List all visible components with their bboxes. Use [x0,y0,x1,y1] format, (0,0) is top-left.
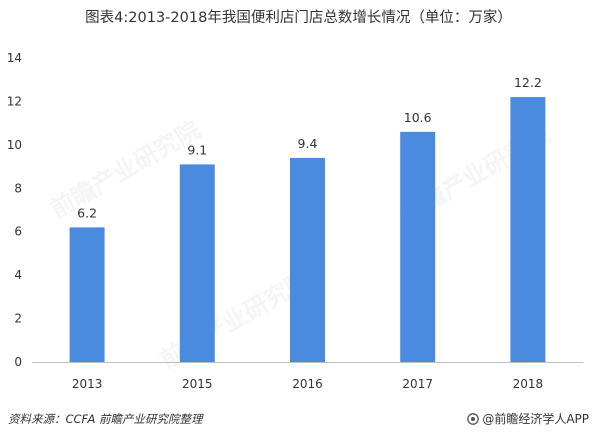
y-tick-label: 12 [7,94,22,108]
bar-value-label-2016: 9.4 [298,136,318,151]
y-axis-ticks: 0 2 4 6 8 10 12 14 [7,51,22,369]
brand-credit: @前瞻经济学人APP [467,410,589,427]
bars [69,97,546,362]
x-tick-label-2017: 2017 [402,377,433,391]
bar-2013 [69,227,105,362]
x-tick-label-2018: 2018 [513,377,544,391]
bar-value-label-2017: 10.6 [404,110,432,125]
bar-2016 [290,157,325,362]
bar-2015 [179,164,215,362]
y-tick-label: 0 [14,355,22,369]
y-tick-label: 8 [14,181,22,195]
x-tick-label-2015: 2015 [182,377,213,391]
x-tick-label-2013: 2013 [72,377,103,391]
brand-logo-icon [467,412,480,425]
bar-value-labels: 6.2 9.1 9.4 10.6 12.2 [77,75,542,220]
bar-value-label-2015: 9.1 [187,142,207,157]
y-tick-label: 2 [14,312,22,326]
bar-value-label-2013: 6.2 [77,205,97,220]
x-tick-label-2016: 2016 [292,377,323,391]
bar-2018 [510,97,546,362]
y-tick-label: 4 [14,268,22,282]
bar-2017 [400,131,436,362]
x-axis-ticks: 2013 2015 2016 2017 2018 [72,377,543,391]
bar-value-label-2018: 12.2 [514,75,542,90]
chart-title: 图表4:2013-2018年我国便利店门店总数增长情况（单位：万家） [85,10,512,26]
y-tick-label: 6 [14,225,22,239]
y-tick-label: 14 [7,51,22,65]
y-tick-label: 10 [7,138,22,152]
source-note: 资料来源：CCFA 前瞻产业研究院整理 [8,412,203,426]
brand-label: @前瞻经济学人APP [482,412,589,426]
